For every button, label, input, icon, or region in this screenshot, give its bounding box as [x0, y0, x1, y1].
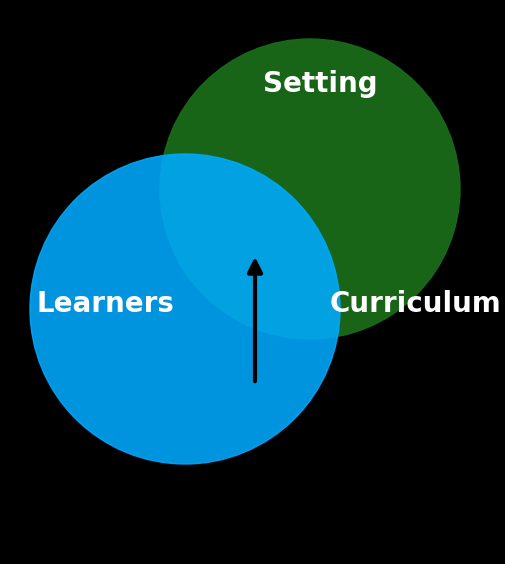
Text: Setting: Setting — [262, 70, 377, 98]
Circle shape — [30, 154, 339, 464]
Text: Learners: Learners — [36, 290, 174, 318]
Circle shape — [160, 39, 459, 339]
Text: Curriculum: Curriculum — [329, 290, 501, 318]
